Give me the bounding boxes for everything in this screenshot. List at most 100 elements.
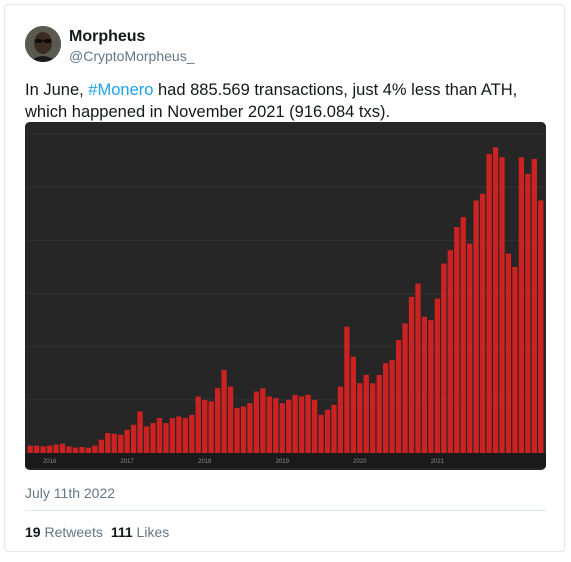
chart-bar <box>415 283 421 453</box>
chart-bar <box>467 243 473 453</box>
likes-stat[interactable]: 111 Likes <box>111 524 169 540</box>
chart-bar <box>124 429 130 453</box>
chart-bar <box>176 416 182 453</box>
chart-bar <box>434 298 441 453</box>
chart-bar <box>266 396 272 453</box>
chart-bar <box>383 363 389 453</box>
chart-bar <box>318 414 324 453</box>
chart-bar <box>79 447 85 453</box>
chart-bar <box>98 439 104 453</box>
chart-bar <box>512 266 518 453</box>
chart-bar <box>111 433 117 453</box>
tweet-media-chart[interactable]: 2016 2017 2018 2019 2020 2021 <box>25 122 546 470</box>
tweet-text-after: had 885.569 transactions, just 4% less t… <box>25 81 518 121</box>
chart-bar <box>46 445 53 453</box>
chart-bar <box>27 445 33 453</box>
avatar-image <box>25 26 61 62</box>
author-handle[interactable]: @CryptoMorpheus_ <box>69 48 195 64</box>
chart-bar <box>421 316 428 453</box>
chart-bar <box>286 399 292 453</box>
chart-bar <box>531 158 537 454</box>
tweet-card: Morpheus @CryptoMorpheus_ In June, #Mone… <box>4 4 565 552</box>
chart-tick-label: 2020 <box>353 459 367 465</box>
retweets-stat[interactable]: 19 Retweets <box>25 524 103 540</box>
chart-bar <box>240 406 247 453</box>
chart-tick-label: 2016 <box>43 459 57 465</box>
chart-bar <box>370 383 376 453</box>
chart-bar <box>130 424 137 453</box>
chart-bar <box>357 383 363 453</box>
chart-bar <box>279 403 285 453</box>
chart-bar <box>376 374 382 453</box>
chart-bar <box>40 446 46 453</box>
retweets-label: Retweets <box>44 524 103 540</box>
divider <box>25 510 546 511</box>
chart-bar <box>202 399 208 453</box>
chart-tick-label: 2019 <box>276 459 290 465</box>
chart-bar <box>85 447 92 453</box>
chart-bar <box>479 193 486 453</box>
chart-bar <box>163 423 169 453</box>
chart-bar <box>137 411 143 453</box>
chart-bar <box>499 157 505 453</box>
chart-tick-label: 2021 <box>431 459 445 465</box>
chart-bar <box>525 173 531 454</box>
chart-bar <box>260 388 266 453</box>
chart-bar <box>227 386 234 453</box>
chart-bar <box>72 447 79 453</box>
chart-tick-label: 2017 <box>120 459 134 465</box>
author-name[interactable]: Morpheus <box>69 28 146 45</box>
chart-bar <box>331 404 337 453</box>
engagement-stats: 19 Retweets 111 Likes <box>25 524 169 540</box>
chart-bar <box>492 147 499 453</box>
chart-bar <box>350 356 357 453</box>
chart-bar <box>66 446 72 453</box>
chart-bar <box>395 340 402 453</box>
chart-bar <box>460 217 466 453</box>
chart-bar <box>53 444 59 453</box>
chart-bar <box>299 396 305 453</box>
chart-bar <box>208 401 214 453</box>
tweet-text: In June, #Monero had 885.569 transaction… <box>25 79 545 123</box>
chart-bar <box>156 418 163 453</box>
chart-bar <box>473 200 479 453</box>
chart-bar <box>538 200 544 453</box>
chart-bar <box>253 391 260 453</box>
chart-bar <box>150 423 156 453</box>
chart-bar <box>214 388 221 453</box>
tweet-text-before: In June, <box>25 81 89 99</box>
tweet-date[interactable]: July 11th 2022 <box>25 485 116 501</box>
retweets-count: 19 <box>25 524 41 540</box>
chart-bar <box>34 445 40 453</box>
chart-bar <box>182 418 188 453</box>
chart-bar <box>195 396 201 453</box>
chart-bar <box>247 403 253 453</box>
chart-bar <box>221 369 227 453</box>
chart-bar <box>169 418 176 453</box>
avatar[interactable] <box>25 26 61 62</box>
chart-bar <box>143 426 150 453</box>
chart-bar <box>337 386 344 453</box>
chart-bar <box>402 323 408 453</box>
chart-tick-label: 2018 <box>198 459 212 465</box>
chart-bar <box>324 409 331 453</box>
chart-bar <box>118 434 124 453</box>
chart-bar <box>189 414 195 453</box>
chart-bar <box>273 398 279 453</box>
chart-bar <box>363 374 369 453</box>
chart-bar <box>454 227 460 453</box>
chart-bar <box>441 263 447 453</box>
chart-bar <box>518 157 525 453</box>
chart-bar <box>234 408 240 453</box>
chart-bar <box>428 320 434 453</box>
chart-bar <box>292 394 298 453</box>
chart-bar <box>486 153 492 453</box>
chart-bar <box>311 399 318 453</box>
chart-bar <box>305 394 311 453</box>
hashtag-link[interactable]: #Monero <box>88 81 154 99</box>
chart-bar <box>59 443 66 453</box>
chart-bar <box>92 445 98 453</box>
chart-bar <box>447 250 453 453</box>
chart-svg: 2016 2017 2018 2019 2020 2021 <box>25 122 546 470</box>
chart-bar <box>105 433 111 453</box>
